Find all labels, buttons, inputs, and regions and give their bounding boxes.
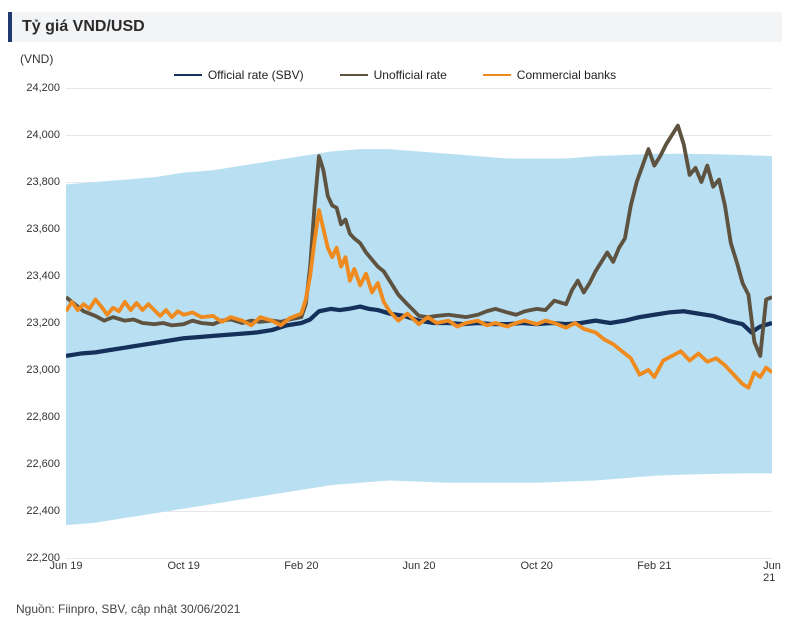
- plot: [66, 88, 772, 558]
- trading-band: [66, 149, 772, 525]
- legend-item-unofficial: Unofficial rate: [340, 68, 447, 82]
- y-tick-label: 22,800: [26, 411, 60, 423]
- y-tick-label: 23,200: [26, 317, 60, 329]
- y-tick-label: 24,200: [26, 82, 60, 94]
- vnd-usd-chart: Tỷ giá VND/USD (VND) Official rate (SBV)…: [0, 0, 800, 644]
- legend: Official rate (SBV) Unofficial rate Comm…: [8, 68, 782, 82]
- y-tick-label: 24,000: [26, 129, 60, 141]
- gridline: [66, 558, 772, 559]
- legend-label: Unofficial rate: [374, 68, 447, 82]
- chart-title: Tỷ giá VND/USD: [8, 12, 782, 42]
- x-tick-label: Jun 19: [49, 560, 82, 572]
- y-tick-label: 22,400: [26, 505, 60, 517]
- legend-label: Official rate (SBV): [208, 68, 304, 82]
- x-tick-label: Jun 21: [763, 560, 781, 584]
- source-text: Nguồn: Fiinpro, SBV, cập nhật 30/06/2021: [16, 602, 782, 616]
- legend-item-commercial: Commercial banks: [483, 68, 616, 82]
- x-axis: Jun 19Oct 19Feb 20Jun 20Oct 20Feb 21Jun …: [66, 560, 772, 578]
- x-tick-label: Jun 20: [402, 560, 435, 572]
- y-tick-label: 22,600: [26, 458, 60, 470]
- x-tick-label: Feb 21: [637, 560, 671, 572]
- plot-svg: [66, 88, 772, 558]
- legend-swatch: [340, 74, 368, 76]
- legend-label: Commercial banks: [517, 68, 616, 82]
- x-tick-label: Oct 19: [167, 560, 199, 572]
- legend-item-official: Official rate (SBV): [174, 68, 304, 82]
- y-tick-label: 23,800: [26, 176, 60, 188]
- x-tick-label: Oct 20: [520, 560, 552, 572]
- y-axis: 22,20022,40022,60022,80023,00023,20023,4…: [14, 88, 62, 558]
- y-tick-label: 23,600: [26, 223, 60, 235]
- plot-area: 22,20022,40022,60022,80023,00023,20023,4…: [66, 88, 772, 558]
- legend-swatch: [174, 74, 202, 76]
- legend-swatch: [483, 74, 511, 76]
- y-tick-label: 23,400: [26, 270, 60, 282]
- y-axis-unit: (VND): [20, 52, 782, 66]
- x-tick-label: Feb 20: [284, 560, 318, 572]
- y-tick-label: 23,000: [26, 364, 60, 376]
